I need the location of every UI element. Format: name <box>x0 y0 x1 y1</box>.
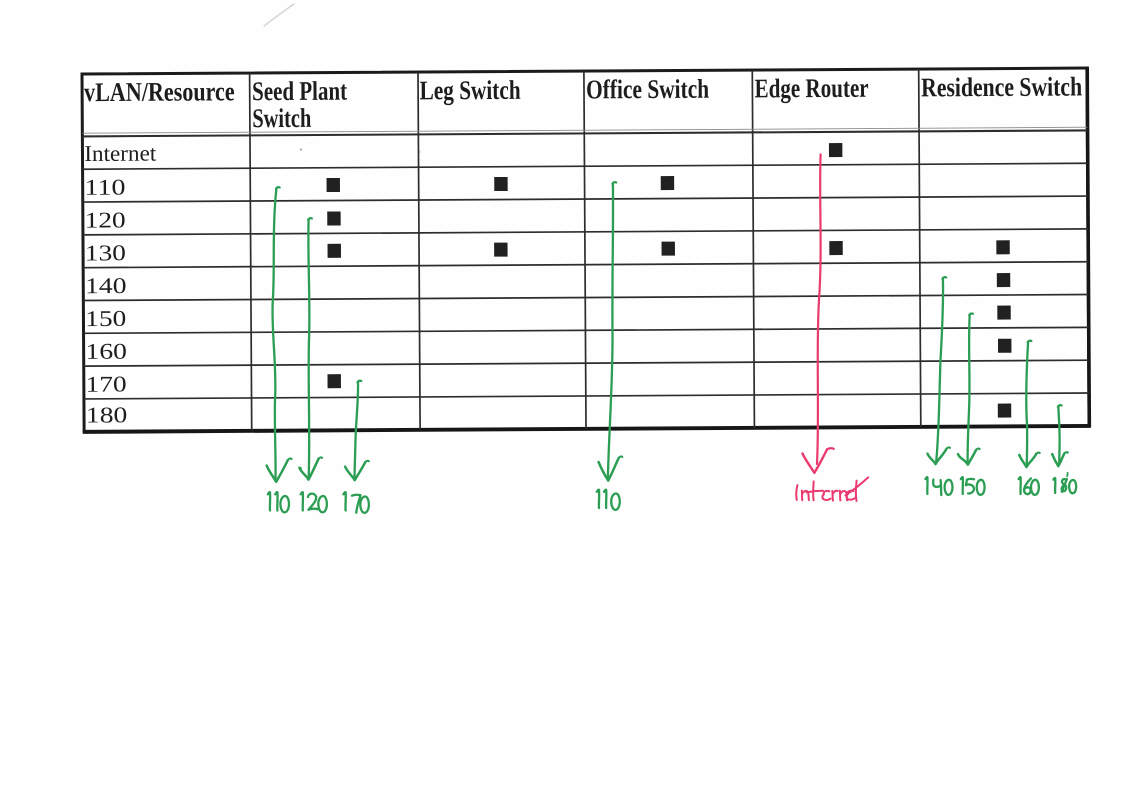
svg-text:Switch: Switch <box>252 103 311 133</box>
svg-text:170: 170 <box>86 371 127 396</box>
svg-text:180: 180 <box>86 402 128 427</box>
svg-text:Seed Plant: Seed Plant <box>252 76 347 107</box>
svg-text:Residence Switch: Residence Switch <box>921 71 1082 102</box>
svg-text:Office Switch: Office Switch <box>586 74 709 105</box>
svg-text:150: 150 <box>85 306 126 331</box>
svg-text:Leg Switch: Leg Switch <box>420 75 521 106</box>
svg-text:160: 160 <box>85 339 127 364</box>
svg-text:120: 120 <box>85 207 126 232</box>
svg-text:110: 110 <box>84 175 125 200</box>
svg-text:130: 130 <box>85 240 126 265</box>
svg-text:vLAN/Resource: vLAN/Resource <box>84 76 235 107</box>
svg-text:Edge Router: Edge Router <box>755 73 869 104</box>
svg-text:140: 140 <box>85 273 127 298</box>
svg-text:Internet: Internet <box>84 141 157 166</box>
